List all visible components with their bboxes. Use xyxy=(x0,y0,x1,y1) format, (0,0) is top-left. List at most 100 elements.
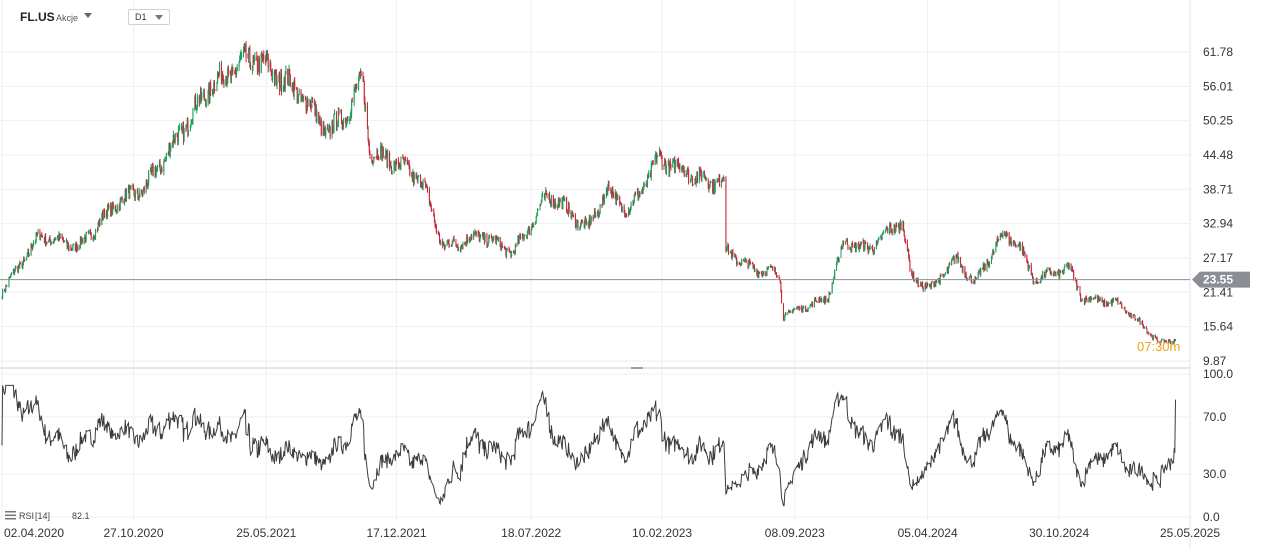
candle-body xyxy=(27,251,29,253)
candle-body xyxy=(303,97,305,99)
candle-body xyxy=(387,152,389,168)
candle-body xyxy=(1079,287,1081,295)
candle-body xyxy=(373,157,375,163)
candle-body xyxy=(1092,298,1094,300)
candle-body xyxy=(1121,307,1123,309)
candle-body xyxy=(200,88,202,99)
candle-body xyxy=(107,205,109,217)
candle-body xyxy=(358,72,360,81)
candle-body xyxy=(157,165,159,170)
candle-body xyxy=(399,166,401,168)
candle-body xyxy=(231,71,233,81)
candle-body xyxy=(721,180,723,182)
candle-body xyxy=(977,271,979,280)
candle-body xyxy=(889,224,891,227)
candle-body xyxy=(942,275,944,277)
candle-body xyxy=(1123,307,1125,309)
candle-body xyxy=(309,100,311,107)
candle-body xyxy=(190,123,192,127)
candle-body xyxy=(699,167,701,169)
candle-body xyxy=(907,248,909,251)
candle-body xyxy=(703,171,705,175)
candle-body xyxy=(300,90,302,101)
candle-body xyxy=(1057,270,1059,274)
candle-body xyxy=(691,176,693,185)
candle-body xyxy=(212,91,214,96)
candle-body xyxy=(1020,243,1022,251)
candle-body xyxy=(903,222,905,230)
candle-body xyxy=(530,229,532,236)
candle-body xyxy=(97,222,99,231)
candle-body xyxy=(397,160,399,168)
candle-body xyxy=(566,211,568,213)
candle-body xyxy=(495,235,497,243)
price-tick-label: 44.48 xyxy=(1203,148,1233,162)
candle-body xyxy=(172,134,174,145)
candle-body xyxy=(999,235,1001,241)
candle-body xyxy=(427,186,429,190)
candle-body xyxy=(726,250,728,252)
candle-body xyxy=(319,118,321,123)
candle-body xyxy=(1046,268,1048,272)
candle-body xyxy=(652,162,654,164)
candle-body xyxy=(302,96,304,99)
candle-body xyxy=(84,236,86,239)
candle-body xyxy=(796,307,798,309)
candle-body xyxy=(50,240,52,245)
candle-body xyxy=(964,267,966,277)
candle-body xyxy=(1073,271,1075,279)
candle-body xyxy=(632,202,634,204)
candle-body xyxy=(750,263,752,265)
candle-body xyxy=(970,275,972,277)
candle-body xyxy=(316,112,318,122)
candle-body xyxy=(793,308,795,310)
candle-body xyxy=(1048,268,1050,270)
candle-body xyxy=(1104,300,1106,307)
candle-body xyxy=(1027,262,1029,270)
candle-body xyxy=(24,259,26,261)
candle-body xyxy=(943,275,945,277)
candle-body xyxy=(359,71,361,76)
candle-body xyxy=(798,306,800,309)
candle-body xyxy=(1097,296,1099,302)
candle-body xyxy=(137,190,139,198)
panel-resize-handle[interactable] xyxy=(631,367,643,369)
candle-body xyxy=(328,127,330,131)
candle-body xyxy=(83,238,85,243)
candle-body xyxy=(1124,307,1126,311)
candle-body xyxy=(258,58,260,72)
candle-body xyxy=(784,313,786,316)
candle-body xyxy=(28,253,30,255)
candle-body xyxy=(12,269,14,274)
candle-body xyxy=(1151,334,1153,338)
candle-body xyxy=(951,260,953,265)
candle-body xyxy=(457,245,459,249)
candle-body xyxy=(1077,286,1079,288)
candle-body xyxy=(570,211,572,218)
timeframe-select[interactable]: D1 xyxy=(128,9,170,25)
candle-body xyxy=(254,56,256,61)
candle-body xyxy=(438,232,440,235)
candle-body xyxy=(243,50,245,55)
candle-body xyxy=(1165,340,1167,342)
candle-body xyxy=(466,236,468,246)
candle-body xyxy=(1014,243,1016,246)
candle-body xyxy=(267,54,269,60)
candle-body xyxy=(673,158,675,160)
candle-body xyxy=(719,174,721,187)
rsi-legend[interactable]: RSI [14] 82.1 xyxy=(5,511,90,521)
instrument-symbol[interactable]: FL.US xyxy=(20,10,55,24)
candle-body xyxy=(128,186,130,199)
candle-body xyxy=(686,173,688,175)
candle-body xyxy=(878,238,880,240)
candle-body xyxy=(670,165,672,167)
candle-body xyxy=(616,194,618,199)
candle-body xyxy=(965,273,967,278)
candle-body xyxy=(554,200,556,207)
candle-body xyxy=(1095,295,1097,298)
chevron-down-icon[interactable] xyxy=(84,13,92,18)
candle-body xyxy=(141,192,143,195)
candle-body xyxy=(625,215,627,217)
